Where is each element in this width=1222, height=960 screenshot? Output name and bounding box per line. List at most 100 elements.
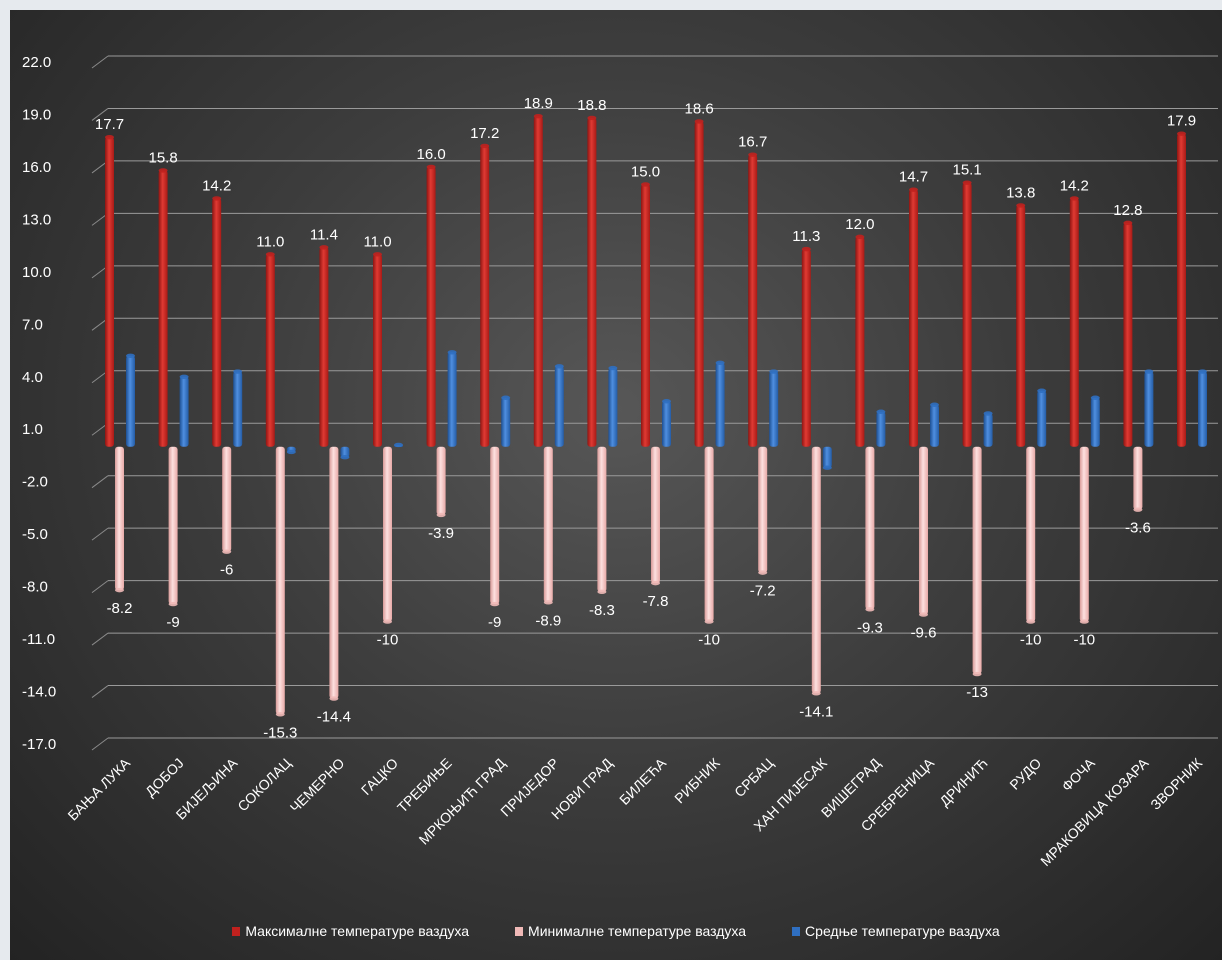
data-label-max: 14.2 <box>1060 177 1089 194</box>
data-label-max: 15.1 <box>952 162 981 179</box>
bar-cap-max <box>373 252 382 257</box>
bar-cap-max <box>212 196 222 201</box>
grid-diagonal <box>91 632 109 646</box>
bar-cap-max <box>265 252 275 257</box>
bar-max <box>373 254 382 447</box>
bar-min <box>1133 446 1143 510</box>
legend-label-max: Максималне температуре ваздуха <box>245 923 470 939</box>
bar-min <box>168 446 178 605</box>
data-label-min: -14.4 <box>317 709 351 726</box>
bar-mean <box>340 446 350 458</box>
bar-cap-max <box>158 168 168 173</box>
bar-cap-mean <box>501 395 511 400</box>
bar-max <box>1177 133 1186 447</box>
data-label-max: 18.6 <box>684 100 713 117</box>
x-category-label: ГАЦКО <box>358 755 401 798</box>
bar-min <box>490 446 500 605</box>
data-label-max: 11.0 <box>363 233 391 250</box>
bar-min <box>972 446 982 675</box>
bar-cap-mean <box>1198 369 1207 374</box>
bar-cap-max <box>909 187 918 192</box>
bar-cap-mean <box>876 409 886 414</box>
bar-cap-max <box>801 246 811 252</box>
bar-max <box>855 236 865 447</box>
bar-min <box>383 446 392 622</box>
bar-min <box>1026 446 1036 622</box>
bar-cap-min <box>115 587 124 593</box>
bar-cap-max <box>426 164 436 170</box>
grid-diagonal <box>91 475 109 489</box>
data-label-min: -10 <box>1073 632 1095 649</box>
bar-min <box>651 446 660 584</box>
y-tick-label: 7.0 <box>22 316 43 333</box>
data-label-max: 11.3 <box>792 228 820 245</box>
bar-cap-min <box>222 549 232 554</box>
data-label-max: 12.0 <box>845 216 874 233</box>
bar-max <box>694 121 704 447</box>
data-label-max: 15.0 <box>631 163 660 180</box>
bar-mean <box>822 446 832 468</box>
bar-cap-min <box>811 691 821 696</box>
y-tick-label: -11.0 <box>22 631 55 648</box>
bar-cap-min <box>1026 619 1036 624</box>
bar-mean <box>233 371 243 447</box>
bar-mean <box>554 366 564 447</box>
bar-cap-mean <box>930 402 939 407</box>
bar-min <box>865 446 875 610</box>
data-label-min: -8.3 <box>589 602 615 619</box>
bar-mean <box>1090 397 1100 447</box>
bar-cap-max <box>748 152 758 157</box>
y-tick-label: -5.0 <box>22 526 48 543</box>
data-label-max: 17.9 <box>1167 113 1196 130</box>
x-category-label: РИБНИК <box>671 754 723 806</box>
bar-max <box>480 145 490 447</box>
bar-max <box>1069 198 1079 447</box>
bar-cap-max <box>1016 203 1026 208</box>
bar-mean <box>608 368 618 447</box>
bar-min <box>543 446 553 603</box>
bar-min <box>115 446 124 591</box>
bar-cap-min <box>704 619 714 624</box>
x-category-label: РУДО <box>1006 755 1044 793</box>
data-label-max: 15.8 <box>148 149 177 166</box>
legend-item-mean[interactable]: Средње температуре ваздуха <box>792 923 1000 939</box>
legend-item-max[interactable]: Максималне температуре ваздуха <box>232 923 469 939</box>
legend-swatch-mean <box>792 926 801 936</box>
bar-cap-min <box>490 601 500 607</box>
bar-cap-min <box>597 589 607 595</box>
data-label-max: 18.9 <box>524 95 553 112</box>
bar-cap-mean <box>233 369 243 374</box>
bar-min <box>811 446 821 694</box>
data-label-max: 11.4 <box>310 226 338 243</box>
data-label-max: 13.8 <box>1006 184 1035 201</box>
y-tick-label: 1.0 <box>22 421 43 438</box>
bar-min <box>329 446 339 699</box>
bar-max <box>641 184 650 447</box>
bar-cap-mean <box>822 465 832 470</box>
bar-cap-max <box>855 234 865 240</box>
bar-max <box>265 254 275 447</box>
x-category-label: ДОБОЈ <box>142 755 187 800</box>
bar-max <box>158 170 168 447</box>
bar-cap-mean <box>1037 388 1047 393</box>
bar-mean <box>501 397 511 447</box>
data-label-max: 17.7 <box>95 116 124 133</box>
legend-label-mean: Средње температуре ваздуха <box>805 923 1000 939</box>
bar-cap-min <box>919 612 928 617</box>
bar-cap-max <box>962 180 972 185</box>
bar-cap-min <box>168 601 178 607</box>
x-category-label: МРАКОВИЦА КОЗАРА <box>1037 754 1152 869</box>
bar-cap-max <box>533 114 543 119</box>
bar-cap-mean <box>554 364 564 369</box>
bar-mean <box>715 362 725 447</box>
bar-cap-max <box>1177 131 1186 136</box>
bar-cap-mean <box>715 360 725 365</box>
data-label-min: -8.9 <box>535 612 561 629</box>
y-tick-label: -14.0 <box>22 684 56 701</box>
y-tick-label: 16.0 <box>22 159 51 176</box>
bar-min <box>436 446 446 515</box>
legend-item-min[interactable]: Минималне температуре ваздуха <box>515 923 746 939</box>
bar-cap-mean <box>1090 395 1100 400</box>
grid-diagonal <box>91 55 109 69</box>
y-tick-label: -2.0 <box>22 474 48 491</box>
